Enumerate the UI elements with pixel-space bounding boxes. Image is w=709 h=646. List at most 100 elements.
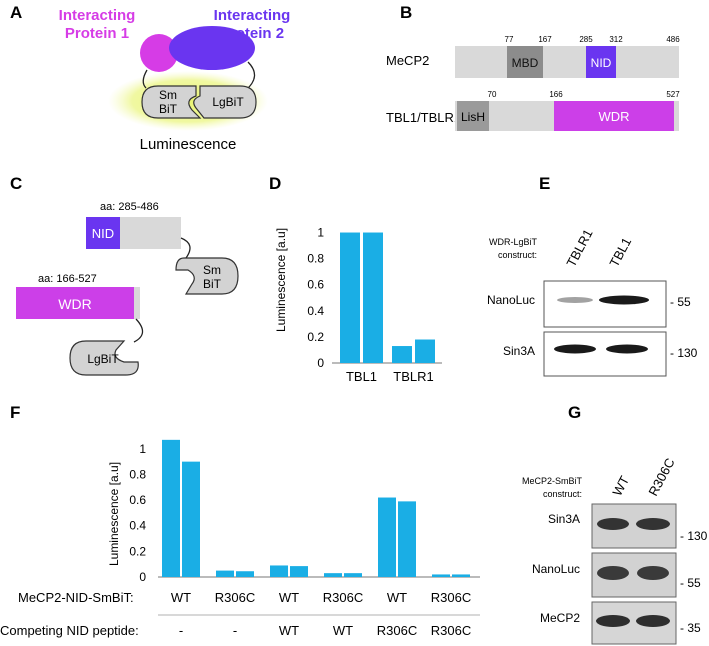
tbl-aa-166: 166 <box>549 90 563 99</box>
g-band-sin3a-wt <box>597 518 629 530</box>
g-construct-line1: MeCP2-SmBiT <box>522 476 583 486</box>
bar <box>216 570 234 577</box>
panel-b: B MeCP2 MBD NID 77 167 285 312 486 TBL1/… <box>386 3 680 131</box>
g-band-sin3a-r306c <box>636 518 670 530</box>
bar <box>290 566 308 577</box>
g-lane-wt: WT <box>609 473 632 498</box>
f-row1: WT R306C WT R306C WT R306C <box>171 590 471 605</box>
protein2-shape <box>169 26 255 70</box>
bar <box>324 573 342 577</box>
bar <box>398 501 416 577</box>
bar <box>415 339 435 363</box>
e-lane-tbl1: TBL1 <box>606 235 634 269</box>
panel-c: C aa: 285-486 NID Sm BiT aa: 166-527 WDR… <box>10 174 239 376</box>
protein1-label-line1: Interacting <box>59 7 136 24</box>
g-band-nanoluc-wt <box>597 566 629 580</box>
e-row-sin3a: Sin3A <box>503 344 535 358</box>
nid-smbit-linker <box>180 237 191 259</box>
nid-construct-label: NID <box>92 226 114 241</box>
g-band-mecp2-r306c <box>636 615 670 627</box>
bar <box>363 232 383 363</box>
f-row1-label: MeCP2-NID-SmBiT: <box>18 590 134 605</box>
e-band-sin3a-tbl1 <box>606 344 648 354</box>
f-row2-cell: WT <box>333 623 353 638</box>
e-mw-55: - 55 <box>670 295 691 309</box>
lgbit-label: LgBiT <box>212 95 244 109</box>
f-row1-cell: WT <box>171 590 191 605</box>
protein1-shape <box>140 34 178 72</box>
mecp2-aa-285: 285 <box>579 35 593 44</box>
y-tick-label: 0.4 <box>307 304 324 318</box>
panel-g-label: G <box>568 403 581 422</box>
mecp2-aa-312: 312 <box>609 35 623 44</box>
bar <box>270 565 288 577</box>
f-row1-cell: R306C <box>431 590 471 605</box>
wdr-range-label: aa: 166-527 <box>38 273 97 285</box>
f-row2-cell: R306C <box>377 623 417 638</box>
y-tick-label: 0.8 <box>129 467 146 481</box>
panel-f-label: F <box>10 403 20 422</box>
smbit-label-1: Sm <box>159 88 177 102</box>
wdr-construct-domain <box>16 287 134 319</box>
nid-domain <box>586 46 616 78</box>
category-label: TBL1 <box>346 369 377 384</box>
e-band-nanoluc-tbl1 <box>599 295 649 305</box>
g-mw-130: - 130 <box>680 529 708 543</box>
g-lane-r306c: R306C <box>645 456 677 499</box>
g-mw-35: - 35 <box>680 621 701 635</box>
y-tick-label: 0.6 <box>129 493 146 507</box>
panel-d: D Luminescence [a.u] 0 0.2 0.4 0.6 0.8 1 TBL1 T… <box>269 174 442 384</box>
e-band-sin3a-tblr1 <box>554 344 596 354</box>
wdr-domain <box>554 101 674 131</box>
f-ylabel: Luminescence [a.u] <box>107 462 121 566</box>
chart-d: 0 0.2 0.4 0.6 0.8 1 TBL1 TBLR1 <box>307 226 442 384</box>
f-row2-cell: WT <box>279 623 299 638</box>
f-row2-cell: - <box>233 623 237 638</box>
y-tick-label: 1 <box>317 226 324 240</box>
panel-b-label: B <box>400 3 412 22</box>
wdr-construct-label: WDR <box>58 296 91 312</box>
bar <box>340 232 360 363</box>
tbl-name: TBL1/TBLR1 <box>386 110 461 125</box>
lish-domain <box>457 101 489 131</box>
luminescence-label: Luminescence <box>140 136 237 153</box>
mecp2-aa-77: 77 <box>505 35 514 44</box>
panel-c-label: C <box>10 174 22 193</box>
y-tick-label: 0.4 <box>129 519 146 533</box>
g-mw-55: - 55 <box>680 576 701 590</box>
g-construct-line2: construct: <box>543 489 582 499</box>
mecp2-bar <box>455 46 679 78</box>
lgbit-shape <box>193 85 257 119</box>
tbl-aa-527: 527 <box>666 90 680 99</box>
mbd-domain <box>507 46 543 78</box>
bar <box>392 346 412 363</box>
g-row-sin3a: Sin3A <box>548 512 580 526</box>
d-ylabel: Luminescence [a.u] <box>274 228 288 332</box>
e-lane-tblr1: TBLR1 <box>563 227 595 270</box>
smbit-shape <box>141 85 202 119</box>
panel-d-label: D <box>269 174 281 193</box>
mbd-label: MBD <box>512 56 539 70</box>
panel-g: G MeCP2-SmBiT construct: WT R306C Sin3A … <box>522 403 708 645</box>
bar <box>236 571 254 577</box>
tbl-aa-70: 70 <box>488 90 497 99</box>
g-band-nanoluc-r306c <box>637 566 669 580</box>
bar <box>452 574 470 577</box>
nid-range-label: aa: 285-486 <box>100 201 159 213</box>
category-label: TBLR1 <box>393 369 433 384</box>
panel-e-label: E <box>539 174 550 193</box>
f-row1-cell: R306C <box>215 590 255 605</box>
g-band-mecp2-wt <box>596 615 630 627</box>
f-row2: - - WT WT R306C R306C <box>179 623 471 638</box>
chart-f: 0 0.2 0.4 0.6 0.8 1 <box>129 439 480 584</box>
g-row-nanoluc: NanoLuc <box>532 562 580 576</box>
nid-construct-domain <box>86 217 120 249</box>
f-row1-cell: R306C <box>323 590 363 605</box>
lgbit-c-label: LgBiT <box>87 352 119 366</box>
y-tick-label: 1 <box>139 442 146 456</box>
smbit-label-2: BiT <box>159 102 178 116</box>
e-mw-130: - 130 <box>670 346 698 360</box>
bar <box>344 573 362 577</box>
bar <box>432 574 450 577</box>
